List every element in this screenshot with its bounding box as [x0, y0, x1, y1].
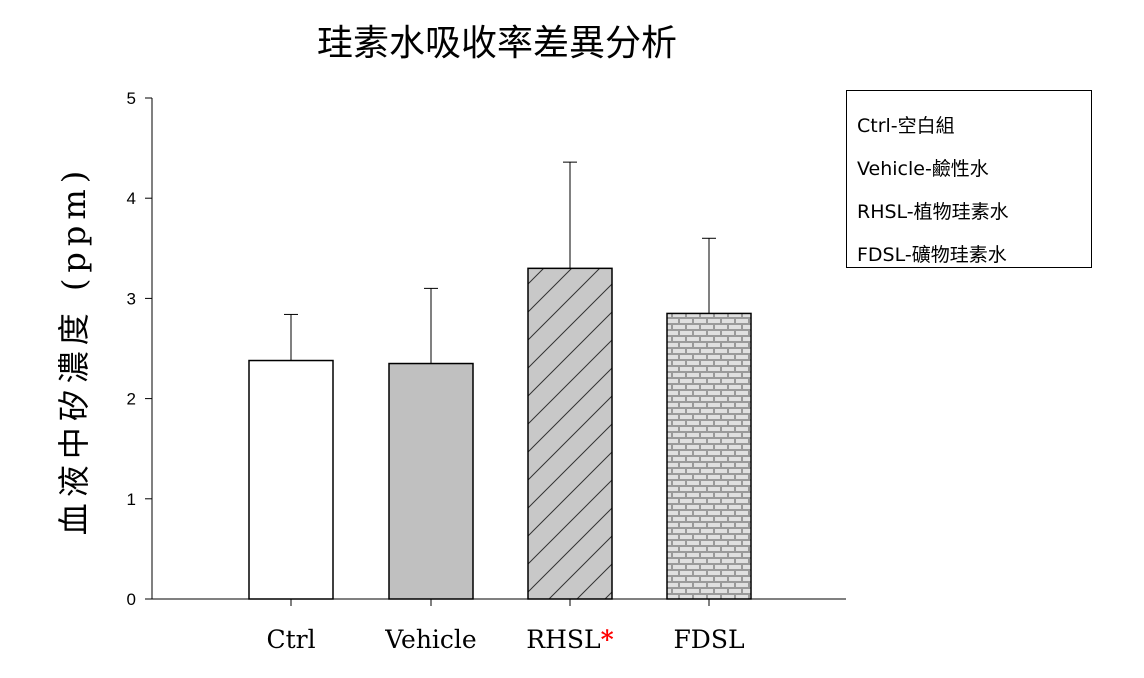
x-tick-label-fdsl: FDSL [673, 625, 744, 654]
bar-ctrl [248, 359, 334, 600]
legend: Ctrl-空白組 Vehicle-鹼性水 RHSL-植物珪素水 FDSL-礦物珪… [846, 90, 1092, 268]
significance-marker: * [601, 625, 614, 654]
y-tick-label: 1 [127, 490, 136, 509]
bar-fdsl [666, 312, 752, 600]
bar-rhsl [527, 267, 613, 600]
bar-vehicle [388, 362, 474, 600]
legend-item-fdsl: FDSL-礦物珪素水 [857, 244, 1007, 266]
y-tick-label: 2 [127, 390, 136, 409]
y-tick-label: 4 [127, 189, 136, 208]
y-tick-label: 3 [127, 289, 136, 308]
y-ticks: 0 1 2 3 4 5 [127, 89, 152, 609]
x-tick-label-rhsl: RHSL* [526, 625, 613, 654]
x-tick-labels: Ctrl Vehicle RHSL* FDSL [266, 599, 745, 654]
y-tick-label: 5 [127, 89, 136, 108]
y-tick-label: 0 [127, 590, 136, 609]
chart-title: 珪素水吸收率差異分析 [317, 23, 677, 64]
legend-item-vehicle: Vehicle-鹼性水 [857, 158, 989, 180]
legend-item-rhsl: RHSL-植物珪素水 [857, 201, 1009, 223]
legend-item-ctrl: Ctrl-空白組 [857, 115, 955, 137]
bars [248, 161, 752, 600]
x-tick-label-ctrl: Ctrl [266, 625, 315, 654]
y-axis-label: 血液中矽濃度 (ppm) [55, 165, 93, 535]
x-tick-label-vehicle: Vehicle [384, 625, 476, 654]
